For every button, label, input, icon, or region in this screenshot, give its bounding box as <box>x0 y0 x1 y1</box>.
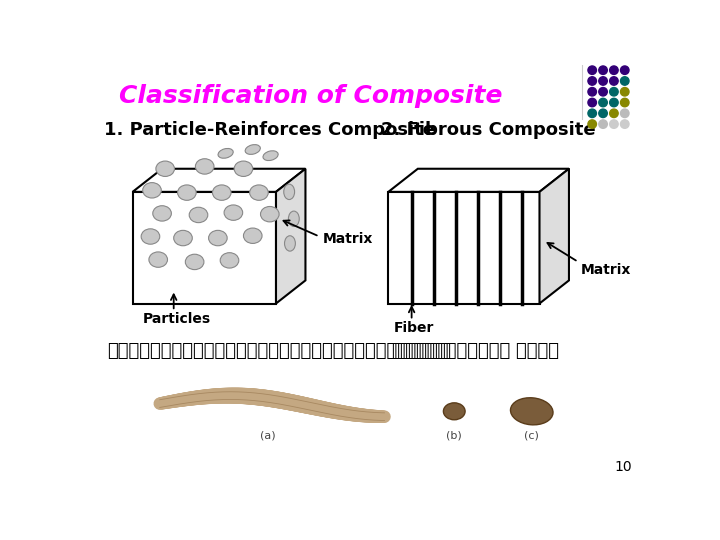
Ellipse shape <box>224 205 243 220</box>
Text: 2. Fibrous Composite: 2. Fibrous Composite <box>381 122 595 139</box>
Text: Fiber: Fiber <box>394 321 434 335</box>
Circle shape <box>621 77 629 85</box>
Ellipse shape <box>220 253 239 268</box>
Ellipse shape <box>246 145 261 154</box>
Text: 1. Particle-Reinforces Composite: 1. Particle-Reinforces Composite <box>104 122 435 139</box>
Ellipse shape <box>218 148 233 158</box>
Polygon shape <box>539 168 569 303</box>
Polygon shape <box>132 168 305 192</box>
Ellipse shape <box>149 252 168 267</box>
Ellipse shape <box>263 151 278 160</box>
Ellipse shape <box>189 207 208 222</box>
Circle shape <box>588 87 596 96</box>
Text: 10: 10 <box>615 460 632 474</box>
Circle shape <box>599 109 607 118</box>
Circle shape <box>588 98 596 107</box>
Circle shape <box>599 98 607 107</box>
Ellipse shape <box>261 206 279 222</box>
Circle shape <box>610 109 618 118</box>
Ellipse shape <box>212 185 231 200</box>
Circle shape <box>588 77 596 85</box>
Text: Particles: Particles <box>143 312 211 326</box>
Text: และหลายขนาด เช่น: และหลายขนาด เช่น <box>392 342 559 360</box>
Circle shape <box>599 77 607 85</box>
Ellipse shape <box>209 231 228 246</box>
Text: Classification of Composite: Classification of Composite <box>120 84 503 107</box>
Text: Matrix: Matrix <box>580 262 631 276</box>
Circle shape <box>610 87 618 96</box>
Bar <box>388 192 539 303</box>
Circle shape <box>610 66 618 75</box>
Circle shape <box>610 98 618 107</box>
Ellipse shape <box>195 159 214 174</box>
Ellipse shape <box>174 231 192 246</box>
Ellipse shape <box>153 206 171 221</box>
Circle shape <box>621 109 629 118</box>
Text: วัสดุเสริมสามารถมีได้หลายรูปร่าง: วัสดุเสริมสามารถมีได้หลายรูปร่าง <box>107 342 451 360</box>
Circle shape <box>621 66 629 75</box>
Circle shape <box>621 120 629 129</box>
Ellipse shape <box>234 161 253 177</box>
Ellipse shape <box>243 228 262 244</box>
Polygon shape <box>388 168 569 192</box>
Ellipse shape <box>156 161 174 177</box>
Ellipse shape <box>284 184 294 200</box>
Circle shape <box>588 109 596 118</box>
Ellipse shape <box>284 236 295 251</box>
Ellipse shape <box>143 183 161 198</box>
Text: Matrix: Matrix <box>323 232 373 246</box>
Circle shape <box>588 66 596 75</box>
Circle shape <box>621 87 629 96</box>
Ellipse shape <box>141 229 160 244</box>
Ellipse shape <box>185 254 204 269</box>
Circle shape <box>599 87 607 96</box>
Ellipse shape <box>510 398 553 425</box>
Circle shape <box>610 77 618 85</box>
Ellipse shape <box>250 185 269 200</box>
Text: (b): (b) <box>446 431 462 441</box>
Circle shape <box>621 98 629 107</box>
Text: (a): (a) <box>261 431 276 441</box>
Bar <box>132 192 276 303</box>
Text: (c): (c) <box>524 431 539 441</box>
Polygon shape <box>276 168 305 303</box>
Circle shape <box>599 66 607 75</box>
Ellipse shape <box>289 211 300 226</box>
Ellipse shape <box>444 403 465 420</box>
Circle shape <box>588 120 596 129</box>
Ellipse shape <box>178 185 196 200</box>
Circle shape <box>599 120 607 129</box>
Circle shape <box>610 120 618 129</box>
